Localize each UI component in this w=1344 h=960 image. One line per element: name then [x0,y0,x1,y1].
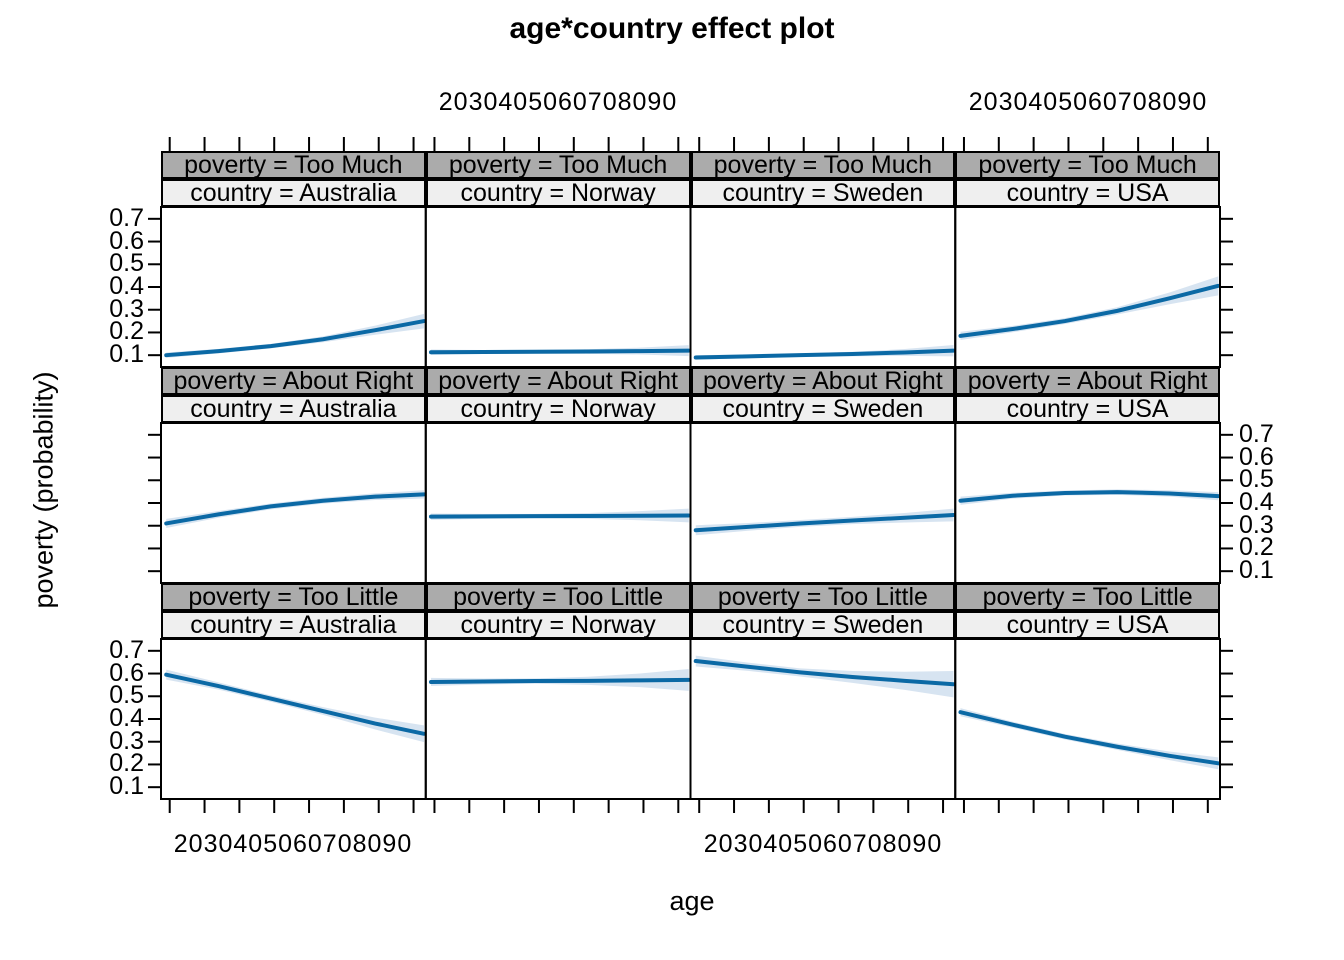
panel-border [424,206,692,368]
fit-line [693,348,956,360]
strip-country: country = Norway [425,611,691,639]
strip-poverty: poverty = Too Much [425,151,691,179]
strip-country: country = USA [955,395,1220,423]
fit-line [958,710,1221,766]
strip-country: country = USA [955,611,1220,639]
y-tick-label: 0.2 [109,749,144,778]
fit-line [428,677,691,684]
panel-border [954,422,1221,584]
strip-country: country = Australia [161,395,426,423]
strip-poverty: poverty = About Right [161,367,426,395]
x-axis-labels-top-col2: 2030405060708090 [438,88,678,116]
strip-poverty: poverty = Too Little [161,583,426,611]
fit-line [428,513,691,519]
strip-country: country = Sweden [690,611,956,639]
strip-country: country = Norway [425,395,691,423]
y-tick-label: 0.1 [1239,556,1274,585]
y-tick-label: 0.6 [1239,442,1274,471]
y-tick-label: 0.2 [1239,533,1274,562]
strip-poverty: poverty = About Right [690,367,956,395]
y-tick-label: 0.3 [109,294,144,323]
fit-line [164,492,427,526]
y-tick-label: 0.1 [109,772,144,801]
y-tick-label: 0.4 [1239,487,1274,516]
panel-border [689,422,957,584]
strip-poverty: poverty = About Right [955,367,1220,395]
fit-line [693,659,956,687]
strip-poverty: poverty = Too Little [690,583,956,611]
panel-border [424,638,692,800]
fit-line [428,348,691,355]
x-axis-title: age [669,886,715,916]
y-tick-label: 0.5 [109,249,144,278]
y-tick-label: 0.3 [1239,510,1274,539]
panel-border [160,638,427,800]
strip-country: country = USA [955,179,1220,207]
fit-line [693,513,956,533]
strip-country: country = Sweden [690,395,956,423]
y-tick-label: 0.7 [1239,419,1274,448]
panel-border [954,206,1221,368]
y-tick-label: 0.4 [109,271,144,300]
strip-poverty: poverty = Too Little [425,583,691,611]
fit-line [958,283,1221,338]
strip-poverty: poverty = About Right [425,367,691,395]
x-axis-labels-bottom-col3: 2030405060708090 [703,830,943,858]
strip-poverty: poverty = Too Much [161,151,426,179]
panel-border [689,206,957,368]
strip-poverty: poverty = Too Little [955,583,1220,611]
confidence-band [960,708,1219,770]
y-tick-label: 0.7 [109,203,144,232]
y-tick-label: 0.5 [1239,465,1274,494]
strip-country: country = Australia [161,611,426,639]
y-tick-label: 0.1 [109,340,144,369]
y-tick-label: 0.6 [109,658,144,687]
y-tick-label: 0.2 [109,317,144,346]
y-axis-title: poverty (probability) [28,371,59,609]
fit-line [164,672,427,736]
y-tick-label: 0.6 [109,226,144,255]
x-axis-labels-top-col4: 2030405060708090 [968,88,1208,116]
panel-border [424,422,692,584]
strip-country: country = Sweden [690,179,956,207]
strip-country: country = Norway [425,179,691,207]
y-tick-label: 0.5 [109,681,144,710]
y-tick-label: 0.4 [109,703,144,732]
y-tick-label: 0.3 [109,726,144,755]
y-tick-label: 0.7 [109,635,144,664]
x-axis-labels-bottom-col1: 2030405060708090 [173,830,413,858]
fit-line [958,490,1221,503]
strip-country: country = Australia [161,179,426,207]
plot-title: age*country effect plot [509,12,835,45]
strip-poverty: poverty = Too Much [955,151,1220,179]
strip-poverty: poverty = Too Much [690,151,956,179]
fit-line [164,319,427,358]
